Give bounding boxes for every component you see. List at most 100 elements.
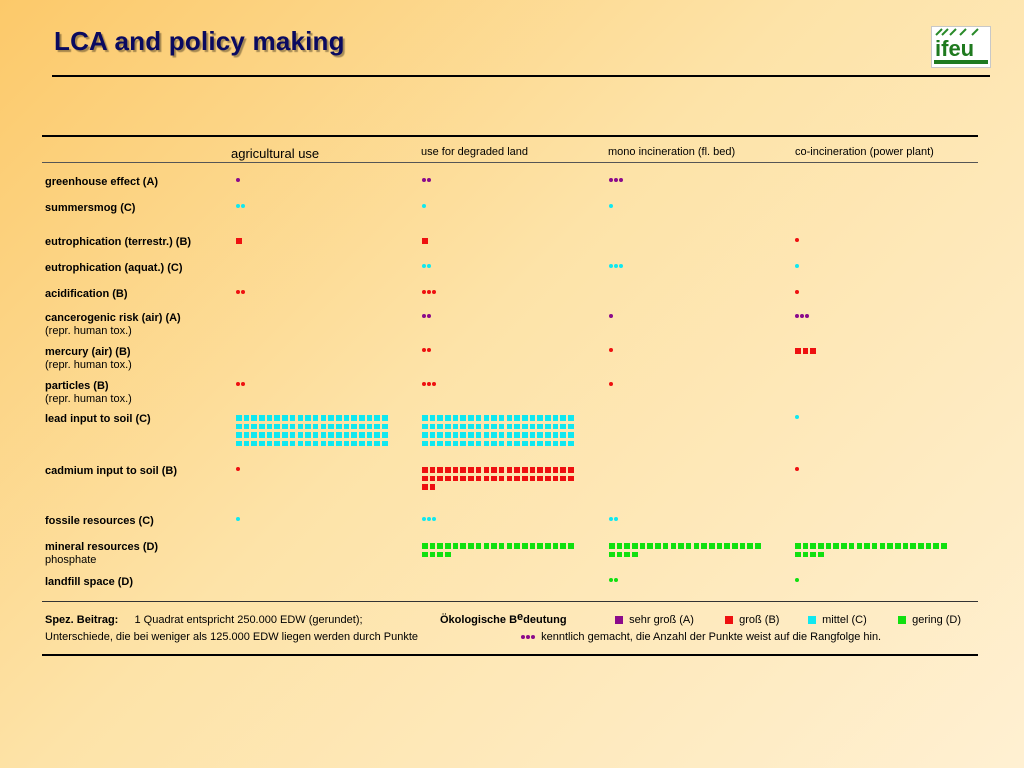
red-dot-marker [236,467,240,471]
cyan-square-marker [359,415,365,421]
title-divider [52,75,990,77]
cyan-square-marker [366,415,373,421]
cyan-square-marker [552,432,559,438]
red-square-marker [795,348,801,354]
cyan-square-marker [236,415,242,421]
column-header-agricultural: agricultural use [231,146,320,161]
red-dot-marker [795,467,799,471]
cyan-dot-marker [422,264,426,268]
green-square-marker [429,551,436,558]
cyan-square-marker [351,432,357,438]
cyan-square-marker [251,423,257,430]
red-square-marker [429,484,436,490]
green-square-marker [871,543,878,549]
green-square-marker [662,543,669,549]
cyan-square-marker [560,440,566,447]
red-square-marker [445,467,451,473]
green-square-marker [902,543,909,549]
green-square-marker [795,543,801,549]
cyan-square-marker [552,440,559,447]
red-square-marker [529,475,536,482]
red-square-marker [437,475,443,482]
cyan-square-marker [452,423,459,430]
cyan-square-marker [282,415,288,421]
cyan-square-marker [452,440,459,447]
cyan-square-marker [445,423,451,430]
cyan-dot-marker [422,204,426,208]
impact-cell [236,290,245,294]
green-square-marker [810,543,816,549]
impact-cell [236,178,240,182]
legend-green-square [898,616,906,625]
red-square-marker [545,467,551,473]
red-square-marker [475,475,482,482]
cyan-square-marker [305,432,311,438]
impact-cell [795,543,947,558]
green-square-marker [529,543,536,549]
purple-dot-marker [427,314,431,318]
red-square-marker [802,348,809,354]
green-square-marker [545,543,551,549]
impact-cell [795,348,816,354]
cyan-square-marker [343,423,350,430]
red-square-marker [483,467,490,473]
cyan-square-marker [429,423,436,430]
cyan-square-marker [460,415,467,421]
green-square-marker [452,543,459,549]
green-dot-marker [795,578,799,582]
footnote-line-1: Spez. Beitrag: 1 Quadrat entspricht 250.… [45,614,363,626]
cyan-dot-marker [422,517,426,521]
impact-cell [795,578,799,582]
purple-dot-marker [427,178,431,182]
red-square-marker [506,467,513,473]
impact-cell [795,314,809,318]
cyan-square-marker [343,432,350,438]
cyan-square-marker [468,432,474,438]
row-label-text: fossile resources (C) [45,515,154,527]
cyan-square-marker [289,440,296,447]
impact-cell [422,467,574,490]
cyan-square-marker [236,440,242,447]
cyan-square-marker [289,423,296,430]
cyan-square-marker [560,432,566,438]
cyan-square-marker [422,432,428,438]
cyan-square-marker [274,440,281,447]
cyan-square-marker [491,415,497,421]
spez-label: Spez. Beitrag: [45,614,119,626]
red-dot-marker [422,348,426,352]
cyan-square-marker [460,440,467,447]
red-square-marker [483,475,490,482]
green-square-marker [693,543,700,549]
column-header-degraded-land: use for degraded land [421,146,529,158]
red-square-marker [475,467,482,473]
cyan-square-marker [266,423,273,430]
cyan-square-marker [521,423,528,430]
row-label: cancerogenic risk (air) (A) (repr. human … [45,312,181,338]
cyan-square-marker [320,423,327,430]
row-label-text: acidification (B) [45,288,128,300]
red-square-marker [506,475,513,482]
row-label: summersmog (C) [45,202,135,215]
red-dot-marker [236,382,240,386]
red-square-marker [236,238,242,244]
impact-cell [609,264,623,268]
cyan-square-marker [445,432,451,438]
green-square-marker [460,543,467,549]
row-label-text: mercury (air) (B) [45,346,131,358]
green-square-marker [560,543,566,549]
cyan-square-marker [297,423,304,430]
green-square-marker [918,543,924,549]
cyan-dot-marker [619,264,623,268]
cyan-square-marker [259,440,265,447]
cyan-square-marker [529,440,536,447]
cyan-square-marker [374,415,380,421]
table-header-rule [42,162,978,163]
impact-cell [422,264,431,268]
cyan-square-marker [282,423,288,430]
cyan-dot-marker [236,517,240,521]
green-square-marker [670,543,677,549]
cyan-square-marker [351,440,357,447]
cyan-square-marker [305,423,311,430]
cyan-square-marker [251,440,257,447]
ifeu-logo: ifeu [931,26,991,68]
